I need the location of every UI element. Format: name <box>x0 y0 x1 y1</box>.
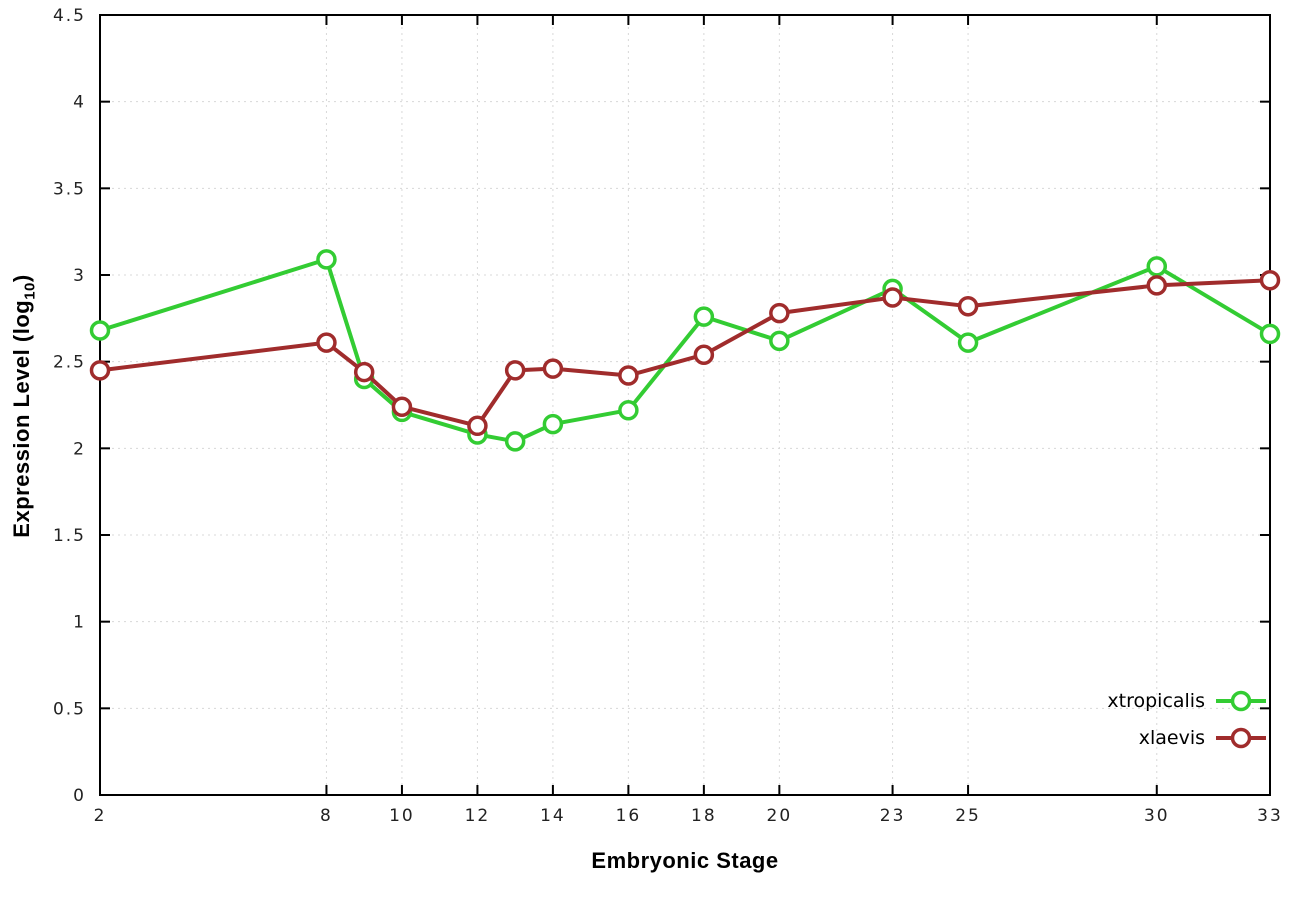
x-axis-title: Embryonic Stage <box>591 848 779 873</box>
series-line-xlaevis <box>98 278 1272 428</box>
y-tick-label: 4 <box>73 93 86 113</box>
x-tick-label: 23 <box>880 806 906 826</box>
x-tick-label: 20 <box>767 806 793 826</box>
data-point-xlaevis <box>957 295 979 317</box>
x-tick-label: 33 <box>1257 806 1283 826</box>
x-tick-label: 30 <box>1144 806 1170 826</box>
data-point-xtropicalis <box>89 320 111 341</box>
data-point-xlaevis <box>618 365 639 386</box>
y-tick-label: 0 <box>73 786 86 806</box>
y-tick-label: 2.5 <box>53 353 86 373</box>
y-tick-label: 3 <box>73 266 86 286</box>
y-axis-title-subscript: 10 <box>21 282 39 300</box>
data-point-xtropicalis <box>504 431 526 452</box>
y-axis-title-close: ) <box>9 274 34 283</box>
data-point-xlaevis <box>542 358 564 379</box>
legend-marker-xtropicalis <box>1230 690 1252 712</box>
x-tick-label: 16 <box>616 806 642 826</box>
legend-label-xtropicalis: xtropicalis <box>1107 690 1205 712</box>
data-point-xlaevis <box>467 415 488 437</box>
data-point-xtropicalis <box>542 413 564 435</box>
data-point-xlaevis <box>316 332 337 353</box>
plot-border <box>99 14 1271 796</box>
y-axis-title: Expression Level (log10) <box>9 274 38 538</box>
data-point-xlaevis <box>693 344 715 365</box>
y-tick-label: 0.5 <box>53 699 86 719</box>
x-tick-label: 18 <box>691 806 717 826</box>
data-point-xtropicalis <box>1259 323 1281 345</box>
y-tick-label: 2 <box>73 439 86 459</box>
data-point-xlaevis <box>1259 269 1281 291</box>
data-point-xlaevis <box>1146 275 1168 296</box>
y-tick-label: 3.5 <box>53 179 86 199</box>
data-point-xtropicalis <box>1146 256 1168 277</box>
x-tick-label: 12 <box>465 806 491 826</box>
data-point-xlaevis <box>504 360 526 381</box>
y-tick-label: 4.5 <box>53 6 86 26</box>
legend-label-xlaevis: xlaevis <box>1139 727 1205 749</box>
y-axis-title-text: Expression Level (log <box>9 299 34 538</box>
data-point-xtropicalis <box>957 332 979 353</box>
x-tick-label: 8 <box>320 806 333 826</box>
data-point-xtropicalis <box>769 330 790 352</box>
data-point-xlaevis <box>391 396 413 417</box>
data-point-xlaevis <box>353 361 375 383</box>
x-tick-label: 14 <box>540 806 566 826</box>
x-tick-label: 25 <box>955 806 981 826</box>
data-point-xtropicalis <box>693 306 715 327</box>
x-tick-label: 2 <box>94 806 107 826</box>
legend-marker-xlaevis <box>1230 727 1252 749</box>
data-point-xtropicalis <box>618 399 639 421</box>
data-point-xlaevis <box>769 302 790 324</box>
x-tick-label: 10 <box>389 806 415 826</box>
y-tick-label: 1.5 <box>53 526 86 546</box>
y-tick-label: 1 <box>73 613 86 633</box>
data-point-xtropicalis <box>316 249 337 270</box>
data-point-xlaevis <box>89 360 111 381</box>
data-point-xlaevis <box>882 287 903 308</box>
